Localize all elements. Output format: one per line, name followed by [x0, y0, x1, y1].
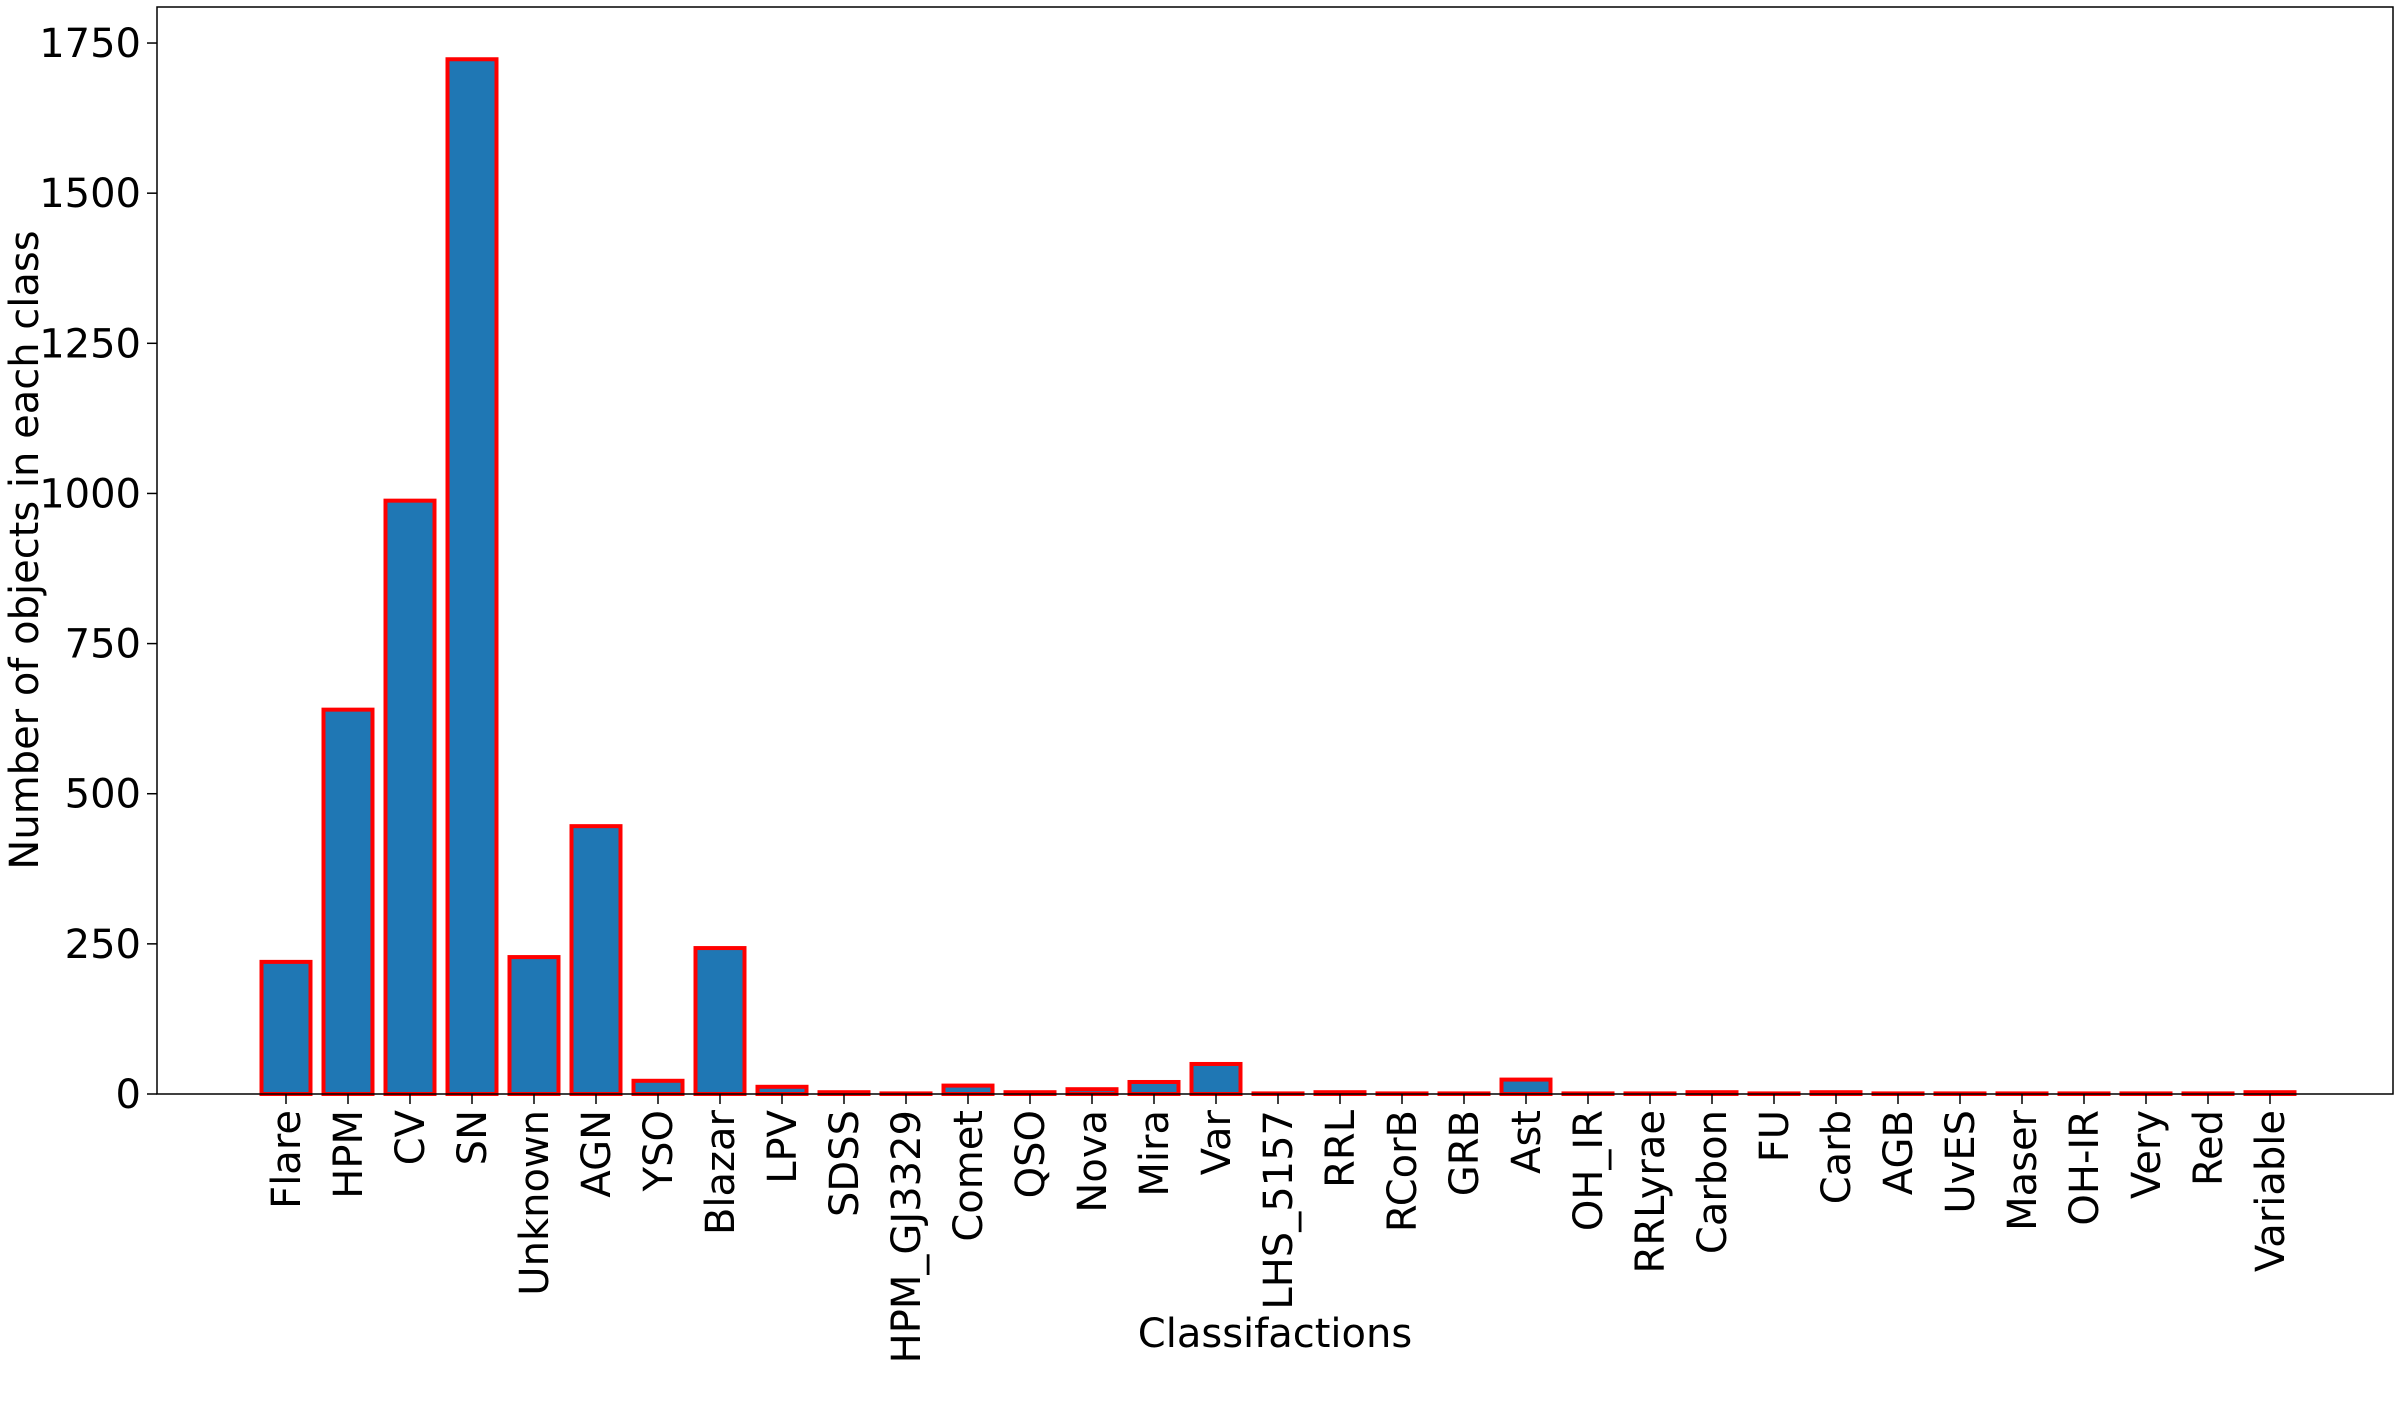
- x-tick-label-nova: Nova: [1070, 1110, 1116, 1213]
- x-tick-label-maser: Maser: [2000, 1109, 2046, 1230]
- x-tick-label-variable: Variable: [2248, 1110, 2294, 1272]
- bar-agn: [569, 824, 623, 1096]
- y-axis-title: Number of objects in each class: [2, 230, 48, 869]
- x-tick-label-agb: AGB: [1876, 1110, 1922, 1195]
- x-tick-label-lhs-5157: LHS_5157: [1256, 1110, 1302, 1310]
- x-tick-label-agn: AGN: [574, 1110, 620, 1198]
- x-tick-label-flare: Flare: [264, 1110, 310, 1209]
- y-tick-label-1750: 1750: [39, 21, 141, 67]
- x-tick-label-cv: CV: [388, 1109, 434, 1165]
- bar-hpm: [321, 707, 375, 1096]
- x-tick-label-qso: QSO: [1008, 1110, 1054, 1198]
- x-axis-title: Classifactions: [1138, 1311, 1412, 1357]
- bars-group: [259, 57, 2297, 1097]
- x-tick-label-carbon: Carbon: [1690, 1110, 1736, 1254]
- x-tick-label-uves: UvES: [1938, 1110, 1984, 1214]
- x-tick-label-rcorb: RCorB: [1380, 1110, 1426, 1232]
- x-tick-label-grb: GRB: [1442, 1110, 1488, 1196]
- x-tick-label-lpv: LPV: [760, 1109, 806, 1183]
- x-tick-label-fu: FU: [1752, 1110, 1798, 1162]
- bar-var: [1189, 1061, 1243, 1097]
- y-tick-label-500: 500: [65, 772, 141, 818]
- bar-cv: [383, 498, 437, 1097]
- y-tick-label-1000: 1000: [39, 471, 141, 517]
- x-tick-label-rrl: RRL: [1318, 1109, 1364, 1188]
- bar-yso: [631, 1078, 685, 1096]
- x-tick-label-yso: YSO: [636, 1110, 682, 1192]
- y-tick-label-1500: 1500: [39, 171, 141, 217]
- x-tick-label-blazar: Blazar: [698, 1109, 744, 1235]
- x-axis: Flare HPM CV SN Unknown AGN YSO Blazar LPV SDSS HP…: [264, 1094, 2294, 1363]
- bar-mira: [1127, 1079, 1181, 1096]
- y-tick-label-750: 750: [65, 622, 141, 668]
- x-tick-label-var: Var: [1194, 1109, 1240, 1175]
- x-tick-label-hpm: HPM: [326, 1110, 372, 1199]
- bar-ast: [1499, 1077, 1553, 1097]
- x-tick-label-ast: Ast: [1504, 1110, 1550, 1174]
- x-tick-label-oh-ir: OH_IR: [1566, 1110, 1612, 1231]
- x-tick-label-unknown: Unknown: [512, 1110, 558, 1296]
- x-tick-label-red: Red: [2186, 1110, 2232, 1186]
- bar-sn: [445, 57, 499, 1097]
- plot-frame: [156, 6, 2394, 1095]
- x-tick-label-sdss: SDSS: [822, 1110, 868, 1217]
- x-tick-label-oh-ir: OH-IR: [2062, 1110, 2108, 1226]
- x-tick-label-hpm-gj3329: HPM_GJ3329: [884, 1110, 930, 1363]
- x-tick-label-very: Very: [2124, 1110, 2170, 1199]
- x-tick-label-rrlyrae: RRLyrae: [1628, 1110, 1674, 1273]
- y-tick-label-1250: 1250: [39, 321, 141, 367]
- x-tick-label-mira: Mira: [1132, 1110, 1178, 1197]
- x-tick-label-sn: SN: [450, 1110, 496, 1165]
- y-tick-label-250: 250: [65, 922, 141, 968]
- bar-comet: [941, 1083, 995, 1097]
- x-tick-label-carb: Carb: [1814, 1110, 1860, 1204]
- y-tick-label-0: 0: [116, 1072, 141, 1118]
- bar-unknown: [507, 955, 561, 1096]
- bar-blazar: [693, 946, 747, 1096]
- x-tick-label-comet: Comet: [946, 1110, 992, 1242]
- bar-lpv: [755, 1084, 809, 1096]
- y-axis: 0 250 500 750 1000 1250 1500 1750: [39, 21, 157, 1118]
- bar-flare: [259, 959, 313, 1097]
